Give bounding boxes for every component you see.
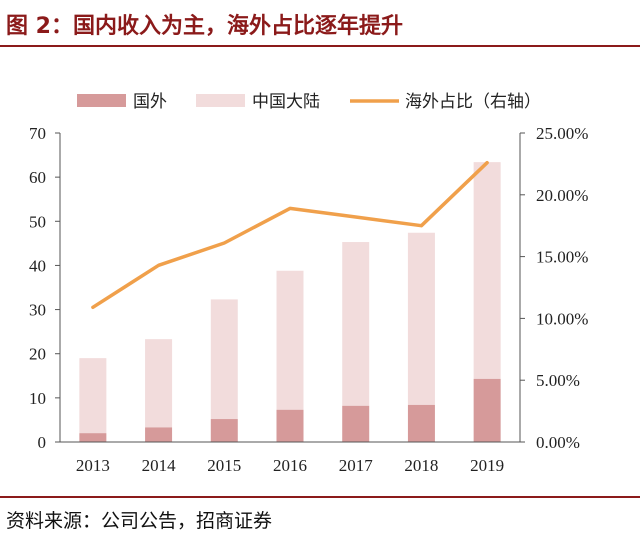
- y-left-tick-label: 30: [29, 301, 46, 320]
- y-left-tick-label: 60: [29, 168, 46, 187]
- x-tick-label: 2018: [404, 456, 438, 475]
- chart-legend: 国外 中国大陆 海外占比（右轴）: [77, 92, 541, 112]
- y-left-tick-label: 70: [29, 124, 46, 143]
- x-tick-label: 2014: [142, 456, 177, 475]
- title-divider: [0, 45, 640, 47]
- legend-swatch-mainland: [196, 94, 245, 107]
- x-tick-label: 2015: [207, 456, 241, 475]
- x-tick-label: 2017: [339, 456, 374, 475]
- bar-overseas-2013: [79, 433, 107, 442]
- legend-label-mainland: 中国大陆: [252, 92, 320, 112]
- x-tick-label: 2013: [76, 456, 110, 475]
- y-right-tick-label: 15.00%: [536, 248, 588, 267]
- y-right-tick-label: 10.00%: [536, 309, 588, 328]
- x-tick-label: 2019: [470, 456, 504, 475]
- bar-mainland-2016: [276, 270, 304, 410]
- legend-label-overseas: 国外: [133, 92, 167, 112]
- figure-source: 资料来源：公司公告，招商证券: [6, 510, 273, 532]
- legend-label-ratio: 海外占比（右轴）: [405, 92, 541, 112]
- legend-swatch-overseas: [77, 94, 126, 107]
- y-left-tick-label: 50: [29, 212, 46, 231]
- bar-overseas-2015: [210, 419, 238, 442]
- bar-mainland-2015: [210, 299, 238, 420]
- bar-mainland-2017: [342, 242, 370, 406]
- y-right-tick-label: 20.00%: [536, 186, 588, 205]
- bar-overseas-2014: [145, 427, 173, 442]
- y-right-tick-label: 25.00%: [536, 124, 588, 143]
- bar-layer: [79, 162, 501, 442]
- y-left-tick-label: 0: [38, 433, 47, 452]
- bar-overseas-2019: [473, 378, 501, 442]
- x-tick-label: 2016: [273, 456, 307, 475]
- source-divider: [0, 496, 640, 498]
- bar-mainland-2014: [145, 339, 173, 428]
- ratio-line-layer: [91, 160, 489, 310]
- bar-overseas-2016: [276, 409, 304, 442]
- y-right-tick-label: 5.00%: [536, 371, 580, 390]
- stacked-bar-line-chart: 国外 中国大陆 海外占比（右轴） 0 10 20 30 40 50 60 70 0.00% 5.00%…: [29, 92, 588, 475]
- figure-title: 图 2：国内收入为主，海外占比逐年提升: [6, 14, 403, 39]
- y-left-tick-label: 10: [29, 389, 46, 408]
- bar-overseas-2018: [407, 404, 435, 442]
- y-left-tick-label: 40: [29, 256, 46, 275]
- bar-overseas-2017: [342, 405, 370, 442]
- y-left-tick-label: 20: [29, 345, 46, 364]
- bar-mainland-2018: [407, 232, 435, 405]
- y-right-tick-label: 0.00%: [536, 433, 580, 452]
- axes-layer: 0 10 20 30 40 50 60 70 0.00% 5.00% 10.00% 15.00% 20.…: [29, 124, 588, 475]
- bar-mainland-2013: [79, 358, 107, 434]
- bar-mainland-2019: [473, 162, 501, 379]
